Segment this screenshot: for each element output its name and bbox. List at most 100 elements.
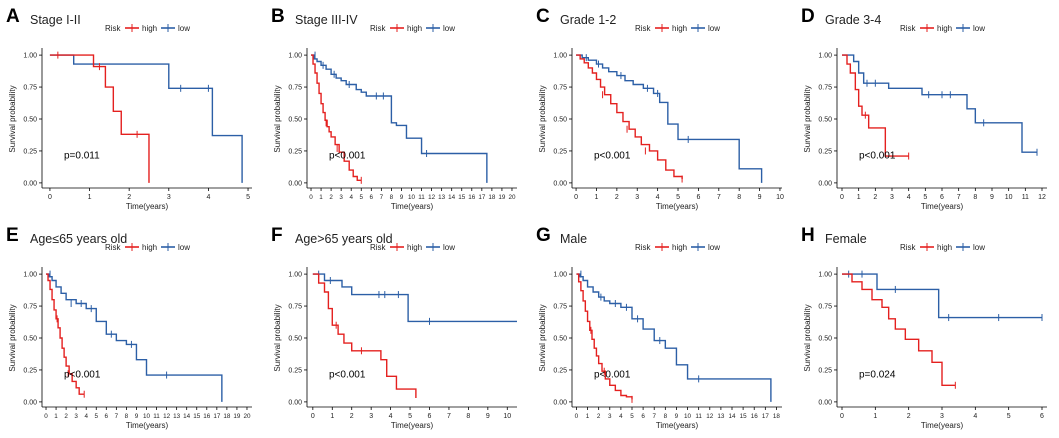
x-tick-label: 8	[390, 194, 394, 201]
legend-low-label: low	[178, 243, 190, 252]
panel-title: Male	[560, 232, 587, 246]
x-tick-label: 1	[857, 194, 861, 201]
panel-B: B Stage III-IV Risk high low 0.00 0.25 0.50 0.75…	[271, 6, 517, 211]
x-tick-label: 8	[125, 413, 129, 420]
x-tick-label: 18	[488, 194, 496, 201]
km-curve-high	[842, 54, 909, 157]
x-tick-label: 3	[890, 194, 894, 201]
x-tick-label: 18	[223, 413, 231, 420]
x-tick-label: 11	[695, 413, 702, 420]
p-value: p<0.001	[64, 370, 101, 381]
legend-high-label: high	[142, 243, 157, 252]
y-tick-label: 0.50	[553, 336, 567, 343]
legend-high-label: high	[142, 24, 157, 33]
x-tick-label: 2	[329, 194, 333, 201]
legend-high-label: high	[937, 24, 952, 33]
y-tick-label: 1.00	[23, 272, 37, 279]
x-tick-label: 5	[923, 194, 927, 201]
x-tick-label: 8	[466, 413, 470, 420]
legend-high-label: high	[937, 243, 952, 252]
y-tick-label: 0.75	[288, 304, 302, 311]
x-tick-label: 0	[48, 194, 52, 201]
x-tick-label: 5	[95, 413, 99, 420]
y-tick-label: 1.00	[288, 53, 302, 60]
x-tick-label: 9	[990, 194, 994, 201]
x-tick-label: 12	[163, 413, 171, 420]
x-tick-label: 0	[840, 413, 844, 420]
x-tick-label: 19	[498, 194, 506, 201]
x-tick-label: 6	[696, 194, 700, 201]
x-tick-label: 13	[438, 194, 446, 201]
y-tick-label: 0.50	[818, 117, 832, 124]
x-axis-label: Time(years)	[391, 421, 434, 430]
legend-title: Risk	[370, 243, 387, 252]
legend-title: Risk	[635, 24, 652, 33]
x-tick-label: 7	[957, 194, 961, 201]
x-tick-label: 12	[428, 194, 436, 201]
x-tick-label: 16	[203, 413, 211, 420]
km-curve-low	[576, 54, 763, 183]
legend-low-label: low	[443, 243, 455, 252]
panel-letter: F	[271, 225, 283, 246]
x-tick-label: 4	[973, 413, 977, 420]
x-tick-label: 5	[630, 413, 634, 420]
panel-title: Stage I-II	[30, 13, 81, 27]
x-tick-label: 7	[652, 413, 656, 420]
x-tick-label: 7	[380, 194, 384, 201]
panel-title: Stage III-IV	[295, 13, 358, 27]
x-tick-label: 3	[608, 413, 612, 420]
panel-letter: D	[801, 6, 815, 27]
x-tick-label: 16	[468, 194, 476, 201]
y-tick-label: 1.00	[288, 272, 302, 279]
y-axis-label: Survival probability	[803, 304, 812, 371]
x-tick-label: 1	[319, 194, 323, 201]
legend-low-label: low	[973, 243, 985, 252]
panel-letter: C	[536, 6, 550, 27]
x-tick-label: 2	[350, 413, 354, 420]
x-tick-label: 14	[728, 413, 736, 420]
x-tick-label: 1	[88, 194, 92, 201]
y-tick-label: 0.75	[818, 85, 832, 92]
x-axis-label: Time(years)	[126, 421, 169, 430]
x-tick-label: 3	[74, 413, 78, 420]
y-axis-label: Survival probability	[538, 85, 547, 152]
x-tick-label: 9	[675, 413, 679, 420]
x-tick-label: 5	[360, 194, 364, 201]
x-tick-label: 7	[717, 194, 721, 201]
y-tick-label: 0.25	[288, 148, 302, 155]
x-tick-label: 8	[664, 413, 668, 420]
legend-title: Risk	[105, 24, 122, 33]
x-tick-label: 9	[758, 194, 762, 201]
legend-title: Risk	[635, 243, 652, 252]
x-tick-label: 1	[586, 413, 590, 420]
legend: Risk high low	[635, 24, 720, 33]
y-tick-label: 0.50	[288, 336, 302, 343]
x-axis-label: Time(years)	[391, 202, 434, 211]
x-axis-label: Time(years)	[921, 202, 964, 211]
y-tick-label: 0.00	[553, 180, 567, 187]
km-curve-low	[842, 54, 1037, 153]
p-value: p<0.001	[594, 151, 631, 162]
y-axis-label: Survival probability	[8, 85, 17, 152]
y-tick-label: 0.00	[288, 180, 302, 187]
legend: Risk high low	[105, 243, 190, 252]
x-tick-label: 1	[330, 413, 334, 420]
x-tick-label: 0	[840, 194, 844, 201]
panel-title: Grade 3-4	[825, 13, 881, 27]
legend-low-label: low	[708, 243, 720, 252]
y-tick-label: 0.75	[23, 304, 37, 311]
y-tick-label: 1.00	[553, 53, 567, 60]
y-tick-label: 0.00	[23, 399, 37, 406]
legend: Risk high low	[370, 24, 455, 33]
x-tick-label: 13	[717, 413, 725, 420]
y-tick-label: 0.50	[23, 336, 37, 343]
x-tick-label: 17	[762, 413, 770, 420]
panel-title: Age>65 years old	[295, 232, 393, 246]
x-tick-label: 4	[389, 413, 393, 420]
x-tick-label: 0	[44, 413, 48, 420]
y-tick-label: 0.00	[23, 180, 37, 187]
x-tick-label: 3	[167, 194, 171, 201]
legend-title: Risk	[900, 24, 917, 33]
x-tick-label: 3	[635, 194, 639, 201]
x-tick-label: 1	[873, 413, 877, 420]
